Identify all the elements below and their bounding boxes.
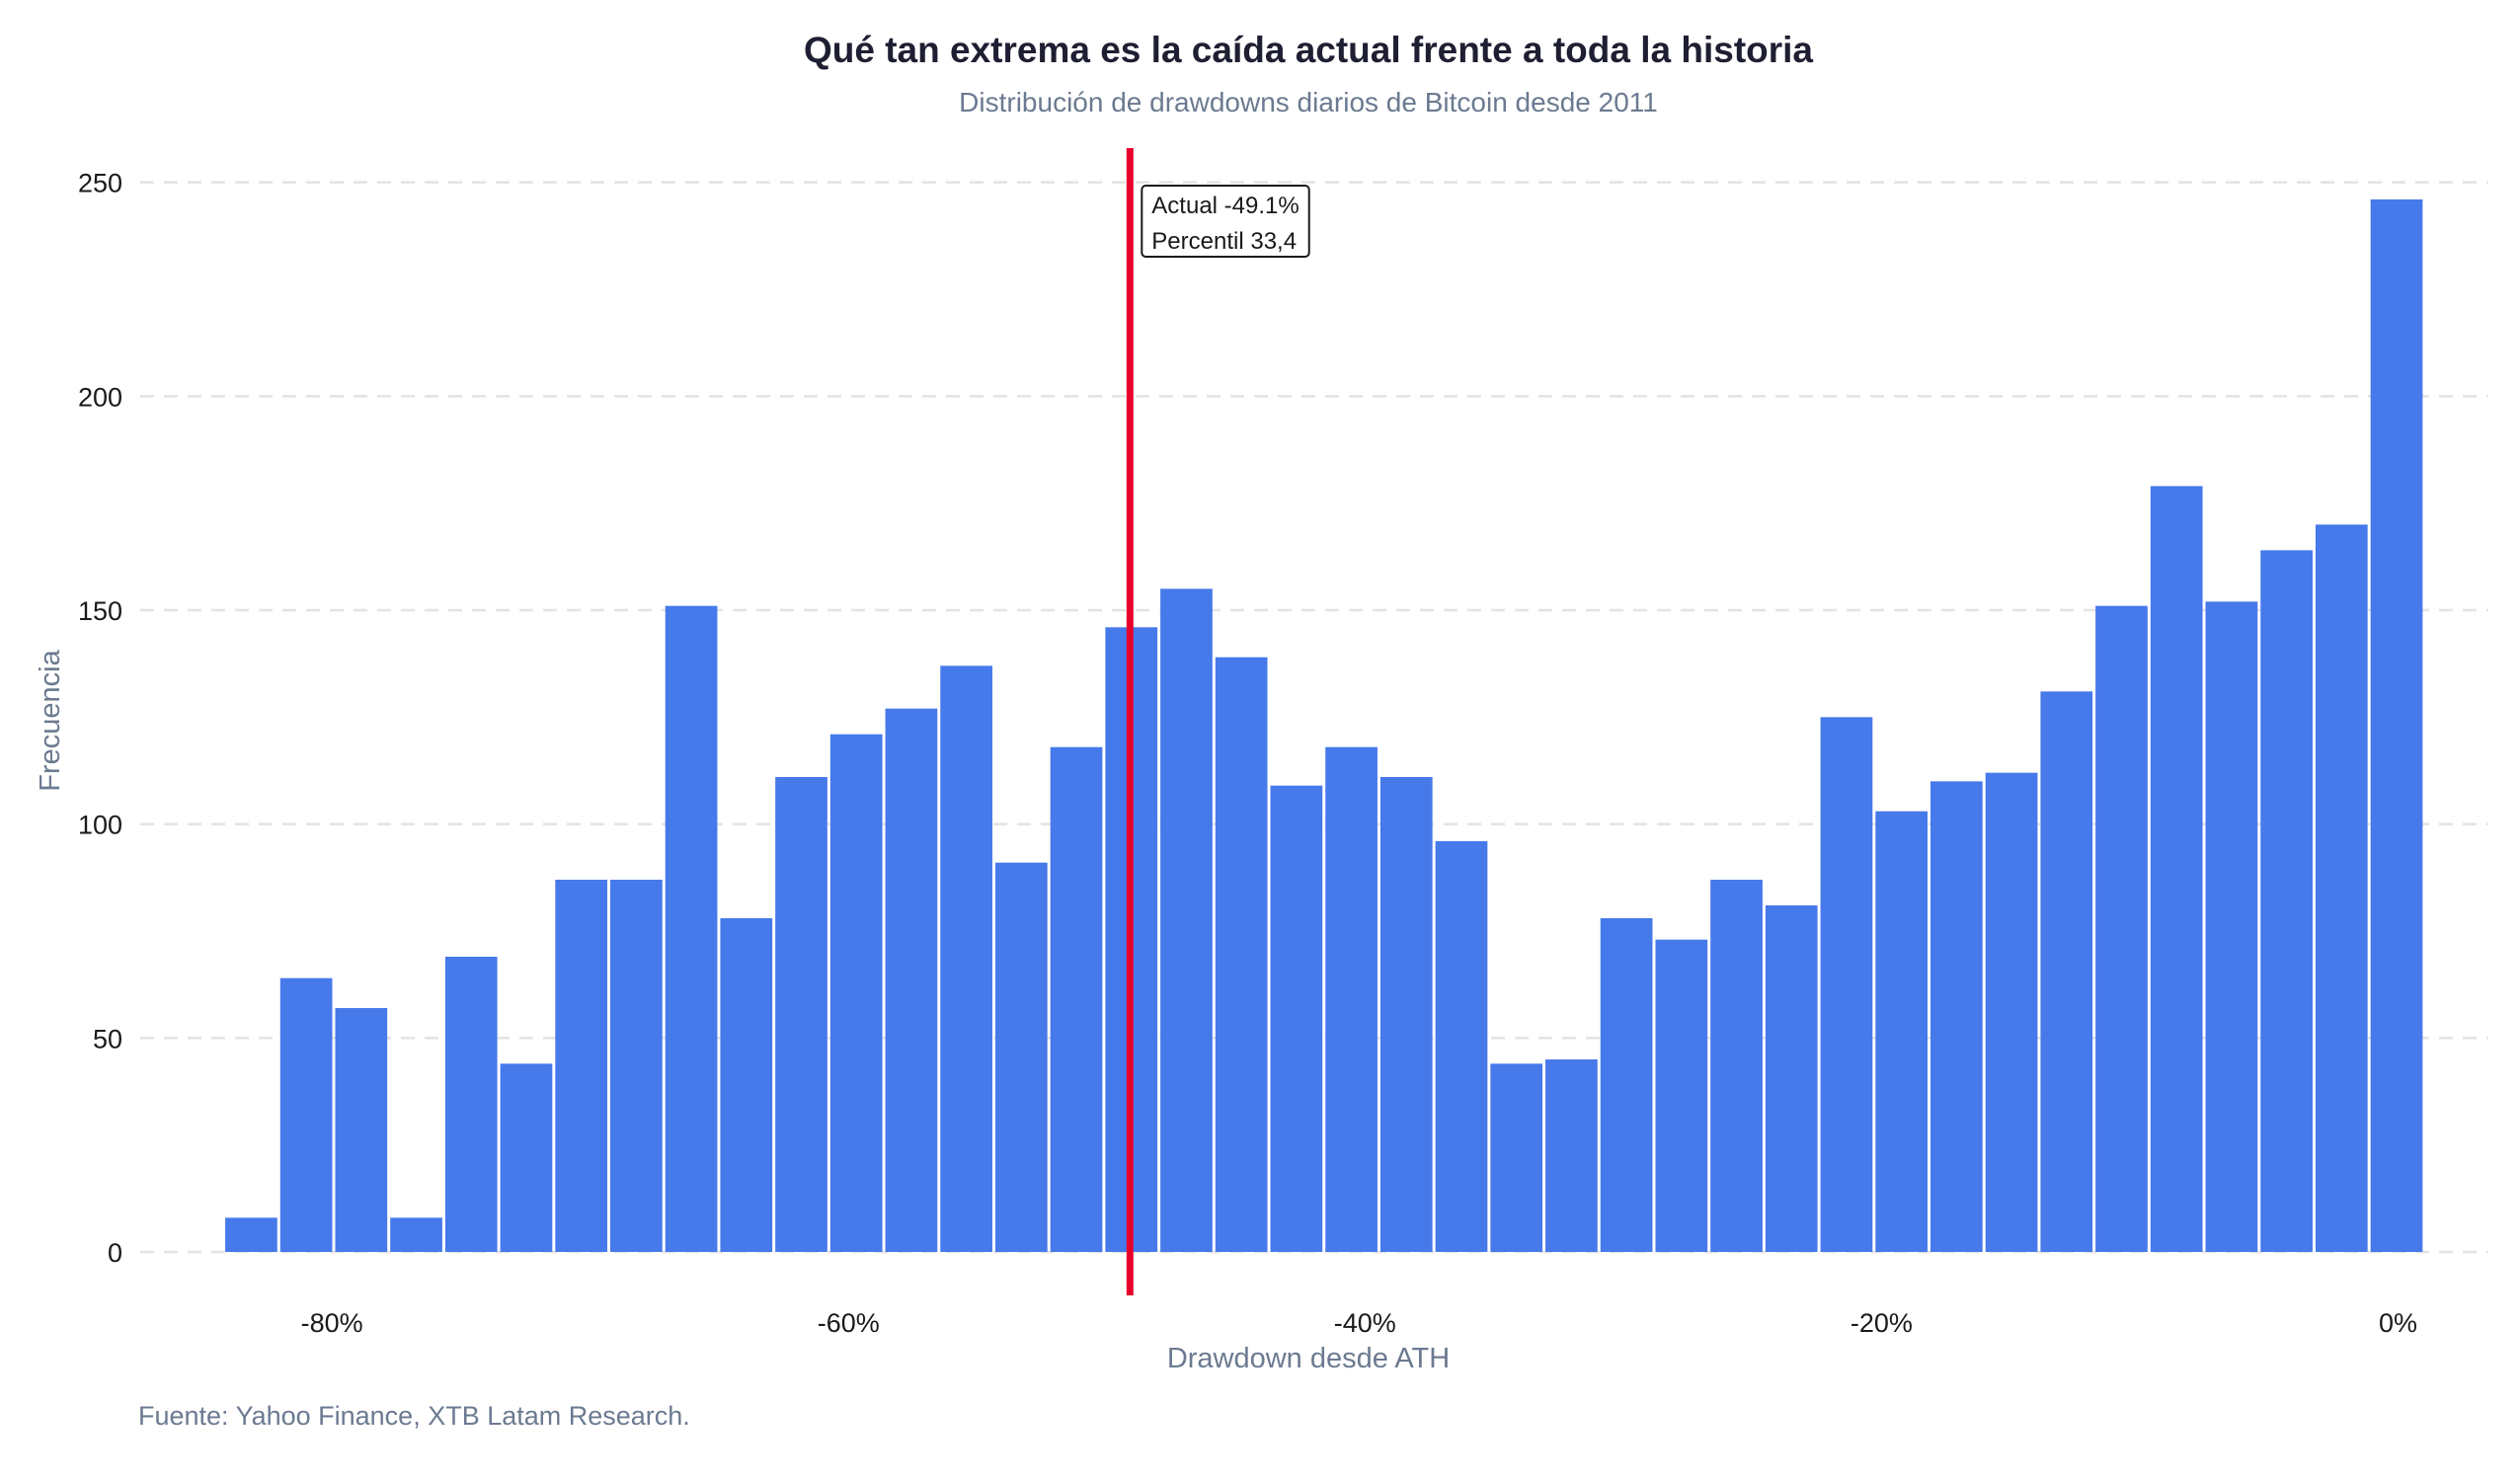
histogram-bar	[1600, 918, 1653, 1252]
y-tick-label: 150	[78, 596, 122, 626]
histogram-bar	[2095, 605, 2148, 1252]
histogram-bar	[665, 605, 718, 1252]
histogram-bar	[225, 1217, 277, 1252]
current-drawdown-annotation: Actual -49.1% Percentil 33,4	[1141, 185, 1310, 258]
histogram-bar	[1160, 588, 1213, 1252]
x-tick-label: -40%	[1334, 1308, 1396, 1338]
histogram-bar	[2315, 524, 2368, 1252]
histogram-bar	[1050, 746, 1103, 1252]
histogram-bar	[1545, 1059, 1598, 1252]
histogram-bar	[1435, 841, 1488, 1252]
histogram-bar	[885, 708, 938, 1252]
annotation-box	[1141, 185, 1310, 258]
x-tick-label: 0%	[2379, 1308, 2417, 1338]
y-tick-label: 250	[78, 169, 122, 198]
histogram-bar	[1930, 781, 1983, 1252]
histogram-bar	[2205, 601, 2258, 1252]
annotation-line-percentile: Percentil 33,4	[1151, 228, 1297, 255]
y-tick-label: 100	[78, 811, 122, 840]
x-axis-ticks: -80% -60% -40% -20% 0%	[301, 1308, 2417, 1338]
chart-caption: Fuente: Yahoo Finance, XTB Latam Researc…	[138, 1401, 690, 1431]
histogram-bar	[390, 1217, 442, 1252]
histogram-bar	[335, 1008, 388, 1252]
y-tick-label: 50	[93, 1024, 122, 1053]
histogram-bar	[2260, 550, 2313, 1252]
histogram-bar	[2370, 199, 2423, 1252]
histogram-bar	[444, 957, 498, 1252]
histogram-bar	[829, 734, 883, 1252]
histogram-bar	[775, 777, 827, 1252]
histogram-bar	[1379, 777, 1433, 1252]
histogram-bar	[2040, 691, 2093, 1252]
histogram-bar	[1985, 772, 2038, 1252]
histogram-bars	[225, 199, 2423, 1252]
histogram-bar	[555, 880, 608, 1252]
histogram-bar	[720, 918, 773, 1252]
histogram-bar	[940, 665, 992, 1252]
y-axis-label: Frecuencia	[35, 649, 66, 791]
histogram-bar	[1215, 657, 1268, 1252]
x-axis-label: Drawdown desde ATH	[1167, 1343, 1450, 1374]
histogram-bar	[1655, 939, 1708, 1252]
histogram-bar	[610, 880, 663, 1252]
histogram-bar	[500, 1063, 553, 1252]
chart-title: Qué tan extrema es la caída actual frent…	[804, 30, 1813, 70]
histogram-bar	[1875, 811, 1929, 1252]
y-axis-ticks: 0 50 100 150 200 250	[78, 169, 122, 1268]
annotation-line-actual: Actual -49.1%	[1151, 193, 1299, 219]
histogram-bar	[994, 862, 1048, 1252]
x-tick-label: -20%	[1851, 1308, 1913, 1338]
histogram-bar	[1820, 717, 1873, 1252]
x-tick-label: -60%	[818, 1308, 880, 1338]
y-tick-label: 0	[108, 1238, 122, 1268]
histogram-bar	[1765, 905, 1818, 1252]
x-tick-label: -80%	[301, 1308, 363, 1338]
y-tick-label: 200	[78, 382, 122, 412]
histogram-bar	[2150, 486, 2203, 1252]
chart-subtitle: Distribución de drawdowns diarios de Bit…	[959, 87, 1658, 117]
histogram-bar	[279, 977, 333, 1252]
histogram-bar	[1325, 746, 1378, 1252]
histogram-bar	[1710, 880, 1763, 1252]
histogram-bar	[1490, 1063, 1543, 1252]
histogram-bar	[1270, 785, 1323, 1252]
